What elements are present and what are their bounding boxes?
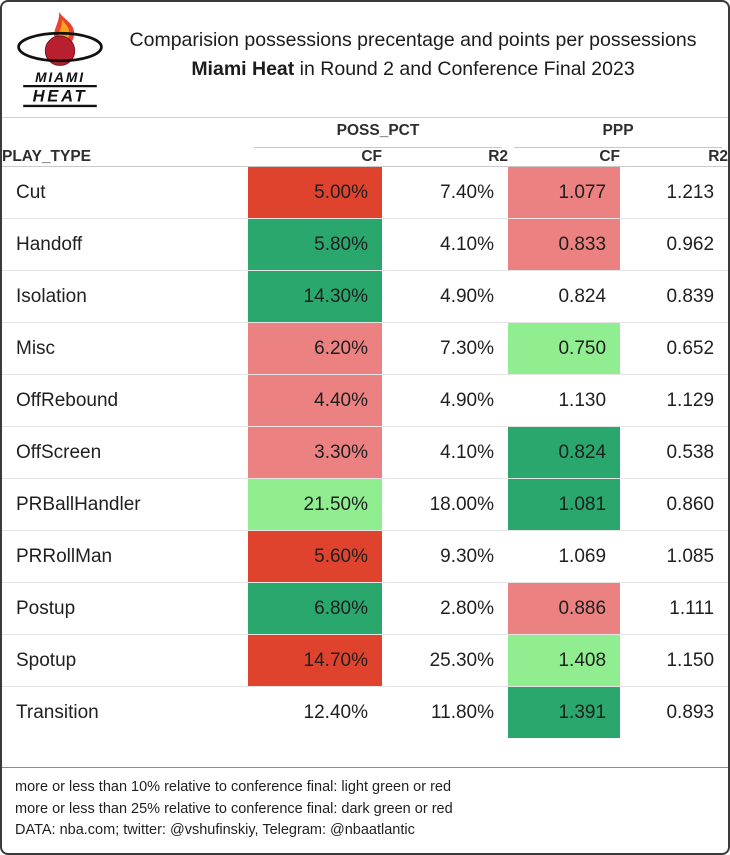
poss-pct-r2-cell: 25.30% (382, 634, 509, 687)
poss-pct-r2-cell: 7.40% (382, 166, 509, 219)
play-type-cell: Spotup (2, 634, 248, 687)
table-body: Cut 5.00% 7.40% 1.077 1.213 Handoff 5.80% 4.10%… (2, 166, 728, 738)
table-row: PRBallHandler 21.50% 18.00% 1.081 0.860 (2, 478, 728, 531)
table-row: Handoff 5.80% 4.10% 0.833 0.962 (2, 218, 728, 271)
ppp-cf-cell: 0.824 (508, 270, 621, 323)
column-header-poss-r2: R2 (382, 148, 509, 167)
column-header-play-type: PLAY_TYPE (2, 148, 248, 167)
poss-pct-r2-cell: 4.10% (382, 426, 509, 479)
poss-pct-r2-cell: 11.80% (430, 702, 495, 723)
ppp-cf-cell: 1.391 (508, 686, 621, 738)
poss-pct-cf-cell: 5.00% (248, 166, 382, 219)
poss-pct-cf-cell: 21.50% (248, 478, 382, 531)
column-header-row: PLAY_TYPE CF R2 CF R2 (2, 148, 728, 167)
ppp-r2-cell: 1.085 (620, 530, 728, 583)
ppp-cf-cell: 1.130 (508, 374, 621, 427)
poss-pct-cf-cell: 5.80% (248, 218, 382, 271)
legend-note-25-percent: more or less than 25% relative to confer… (15, 800, 453, 817)
play-type-cell: Misc (2, 322, 248, 375)
logo-text-heat: HEAT (33, 86, 88, 105)
poss-pct-cf-cell: 6.20% (248, 322, 382, 375)
table-row: PRRollMan 5.60% 9.30% 1.069 1.085 (2, 530, 728, 583)
ppp-cf-cell: 0.886 (508, 582, 621, 635)
group-header-row: POSS_PCT PPP (2, 118, 728, 148)
table-row: Cut 5.00% 7.40% 1.077 1.213 (2, 166, 728, 219)
poss-pct-r2-cell: 7.30% (382, 322, 509, 375)
poss-pct-r2-cell: 4.10% (382, 218, 509, 271)
ppp-cf-cell: 1.408 (508, 634, 621, 687)
poss-pct-cf-cell: 4.40% (248, 374, 382, 427)
miami-heat-logo-icon: MIAMI HEAT (17, 12, 103, 108)
poss-pct-cf-cell: 14.30% (248, 270, 382, 323)
group-header-poss-pct-cell: POSS_PCT (248, 118, 508, 148)
play-type-cell: OffRebound (2, 374, 248, 427)
card-header: MIAMI HEAT Comparision possessions prece… (2, 2, 728, 118)
group-header-poss-pct: POSS_PCT (254, 118, 503, 148)
play-type-cell: Postup (2, 582, 248, 635)
ppp-r2-cell: 1.129 (620, 374, 728, 427)
poss-pct-cf-cell: 12.40% (303, 702, 368, 723)
column-header-poss-cf: CF (248, 148, 382, 167)
poss-pct-cf-cell: 5.60% (248, 530, 382, 583)
column-header-ppp-r2: R2 (620, 148, 728, 167)
ppp-cf-cell: 1.077 (508, 166, 621, 219)
play-type-cell: Cut (2, 166, 248, 219)
table-row: OffRebound 4.40% 4.90% 1.130 1.129 (2, 374, 728, 427)
group-header-ppp: PPP (514, 118, 723, 148)
group-header-spacer (2, 118, 248, 148)
ppp-r2-cell: 0.839 (620, 270, 728, 323)
card-footer: more or less than 10% relative to confer… (2, 766, 728, 853)
play-type-cell: Handoff (2, 218, 248, 271)
title-team-name: Miami Heat (191, 58, 295, 81)
ppp-r2-cell: 1.150 (620, 634, 728, 687)
ppp-cf-cell: 0.833 (508, 218, 621, 271)
title-line-2: Miami Heat in Round 2 and Conference Fin… (110, 55, 716, 84)
logo-text-miami: MIAMI (35, 70, 85, 85)
miami-heat-logo: MIAMI HEAT (14, 10, 110, 113)
play-type-cell: PRRollMan (2, 530, 248, 583)
ppp-r2-cell: 0.538 (620, 426, 728, 479)
table-row: Misc 6.20% 7.30% 0.750 0.652 (2, 322, 728, 375)
poss-pct-cf-cell: 3.30% (248, 426, 382, 479)
play-type-cell: Isolation (2, 270, 248, 323)
table-row: OffScreen 3.30% 4.10% 0.824 0.538 (2, 426, 728, 479)
ppp-r2-cell: 0.962 (620, 218, 728, 271)
card-title: Comparision possessions precentage and p… (110, 10, 716, 85)
poss-pct-cf-cell: 14.70% (248, 634, 382, 687)
ppp-r2-cell: 1.213 (620, 166, 728, 219)
ppp-r2-cell: 1.111 (620, 582, 728, 635)
poss-pct-r2-cell: 4.90% (382, 374, 509, 427)
title-line-2-rest: in Round 2 and Conference Final 2023 (294, 58, 635, 81)
table-row: Spotup 14.70% 25.30% 1.408 1.150 (2, 634, 728, 687)
poss-pct-r2-cell: 9.30% (382, 530, 509, 583)
table-row: Isolation 14.30% 4.90% 0.824 0.839 (2, 270, 728, 323)
stats-table: POSS_PCT PPP PLAY_TYPE CF R2 CF R2 Cut 5.… (2, 118, 728, 738)
column-header-ppp-cf: CF (508, 148, 621, 167)
group-header-ppp-cell: PPP (508, 118, 728, 148)
play-type-cell: Transition (16, 702, 99, 723)
poss-pct-cf-cell: 6.80% (248, 582, 382, 635)
poss-pct-r2-cell: 18.00% (382, 478, 509, 531)
poss-pct-r2-cell: 4.90% (382, 270, 509, 323)
ppp-r2-cell: 0.860 (620, 478, 728, 531)
legend-note-10-percent: more or less than 10% relative to confer… (15, 778, 452, 795)
source-note: DATA: nba.com; twitter: @vshufinskiy, Te… (15, 822, 415, 839)
ppp-r2-cell: 0.652 (620, 322, 728, 375)
table-row: Transition 12.40% 11.80% 1.391 0.893 (2, 686, 728, 738)
ppp-cf-cell: 0.750 (508, 322, 621, 375)
ppp-cf-cell: 0.824 (508, 426, 621, 479)
play-type-cell: PRBallHandler (2, 478, 248, 531)
play-type-cell: OffScreen (2, 426, 248, 479)
table-row: Postup 6.80% 2.80% 0.886 1.111 (2, 582, 728, 635)
ppp-cf-cell: 1.069 (508, 530, 621, 583)
ppp-cf-cell: 1.081 (508, 478, 621, 531)
title-line-1: Comparision possessions precentage and p… (129, 29, 697, 51)
poss-pct-r2-cell: 2.80% (382, 582, 509, 635)
ppp-r2-cell: 0.893 (666, 702, 715, 723)
